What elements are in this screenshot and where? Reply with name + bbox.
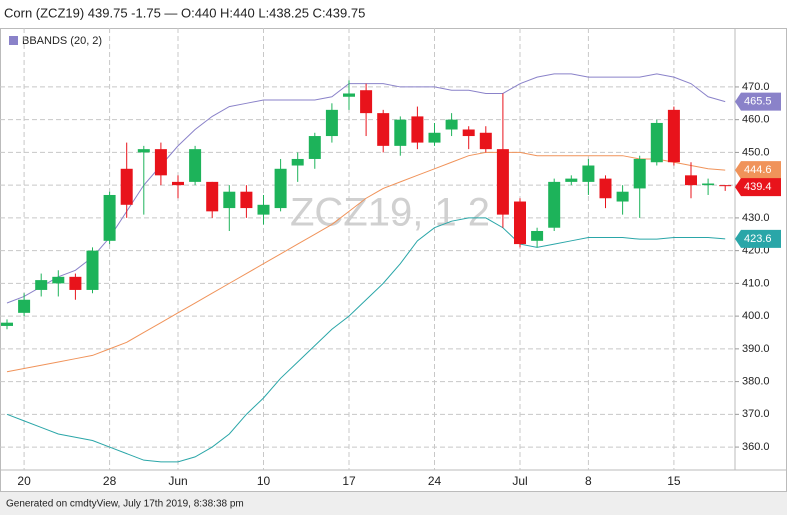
candle-body bbox=[52, 276, 65, 284]
candle-body bbox=[633, 158, 646, 189]
candle-body bbox=[582, 165, 595, 182]
candle-body bbox=[86, 250, 99, 290]
candle-body bbox=[514, 201, 526, 245]
price-badge-label: 423.6 bbox=[744, 233, 772, 245]
legend-label: BBANDS (20, 2) bbox=[22, 35, 102, 47]
candle-body bbox=[616, 191, 629, 202]
price-badge-label: 465.5 bbox=[744, 96, 772, 108]
candle-body bbox=[18, 299, 31, 313]
y-tick-label: 400.0 bbox=[742, 310, 770, 322]
price-badge-label: 439.4 bbox=[744, 181, 772, 193]
candle-body bbox=[360, 90, 373, 114]
candle-body bbox=[69, 276, 82, 290]
y-tick-label: 410.0 bbox=[742, 277, 770, 289]
x-tick-label: 10 bbox=[257, 474, 271, 488]
candle-body bbox=[479, 132, 492, 150]
price-badge-label: 444.6 bbox=[744, 164, 772, 176]
footer-bar bbox=[0, 492, 787, 515]
candle-body bbox=[257, 204, 270, 215]
y-tick-label: 370.0 bbox=[742, 408, 770, 420]
candle-body bbox=[445, 119, 458, 130]
y-tick-label: 430.0 bbox=[742, 212, 770, 224]
x-tick-label: 17 bbox=[342, 474, 356, 488]
candle-body bbox=[206, 181, 219, 212]
candle-body bbox=[343, 93, 355, 97]
y-tick-label: 420.0 bbox=[742, 245, 770, 257]
y-tick-label: 380.0 bbox=[742, 376, 770, 388]
candle-body bbox=[548, 181, 561, 228]
watermark: ZCZ19, 1 2 bbox=[290, 191, 490, 235]
y-tick-label: 470.0 bbox=[742, 81, 770, 93]
candle-body bbox=[223, 191, 236, 209]
footer: Generated on cmdtyView, July 17th 2019, … bbox=[6, 499, 244, 510]
y-tick-label: 460.0 bbox=[742, 114, 770, 126]
candle-body bbox=[667, 109, 680, 163]
candle-body bbox=[565, 178, 578, 182]
y-tick-label: 390.0 bbox=[742, 343, 770, 355]
y-tick-label: 360.0 bbox=[742, 441, 770, 453]
legend-swatch bbox=[9, 36, 18, 45]
candle-body bbox=[462, 129, 475, 137]
candle-body bbox=[394, 119, 407, 146]
x-tick-label: Jun bbox=[168, 474, 187, 488]
x-tick-label: 28 bbox=[103, 474, 117, 488]
candle-body bbox=[719, 185, 732, 187]
price-badge bbox=[735, 161, 781, 180]
price-badge bbox=[735, 229, 781, 248]
candle-body bbox=[240, 191, 253, 209]
candle-body bbox=[377, 113, 390, 146]
candle-body bbox=[599, 178, 612, 199]
candle-body bbox=[103, 194, 116, 241]
candle-body bbox=[291, 158, 304, 166]
candle-body bbox=[308, 136, 321, 159]
candle-body bbox=[154, 149, 167, 176]
x-tick-label: 20 bbox=[17, 474, 31, 488]
candle-body bbox=[702, 183, 715, 186]
y-tick-label: 450.0 bbox=[742, 146, 770, 158]
price-badge bbox=[735, 178, 781, 197]
candle-body bbox=[650, 122, 663, 163]
candle-body bbox=[531, 230, 544, 241]
band-line bbox=[6, 217, 726, 463]
x-tick-label: 24 bbox=[428, 474, 442, 488]
candle-body bbox=[137, 149, 150, 153]
candle-body bbox=[411, 116, 424, 143]
candle-body bbox=[274, 168, 287, 209]
candle-body bbox=[496, 149, 509, 215]
candle-body bbox=[428, 132, 441, 143]
candle-body bbox=[120, 168, 133, 205]
candle-body bbox=[325, 109, 338, 137]
x-tick-label: 8 bbox=[585, 474, 592, 488]
chart-title: Corn (ZCZ19) 439.75 -1.75 — O:440 H:440 … bbox=[4, 5, 365, 20]
price-badge bbox=[735, 92, 781, 111]
candle-body bbox=[172, 181, 184, 186]
band-line bbox=[6, 151, 726, 373]
candle-body bbox=[189, 149, 202, 182]
x-tick-label: Jul bbox=[512, 474, 527, 488]
candle-body bbox=[35, 280, 48, 290]
x-tick-label: 15 bbox=[667, 474, 681, 488]
candle-body bbox=[1, 322, 13, 326]
candle-body bbox=[685, 175, 697, 186]
